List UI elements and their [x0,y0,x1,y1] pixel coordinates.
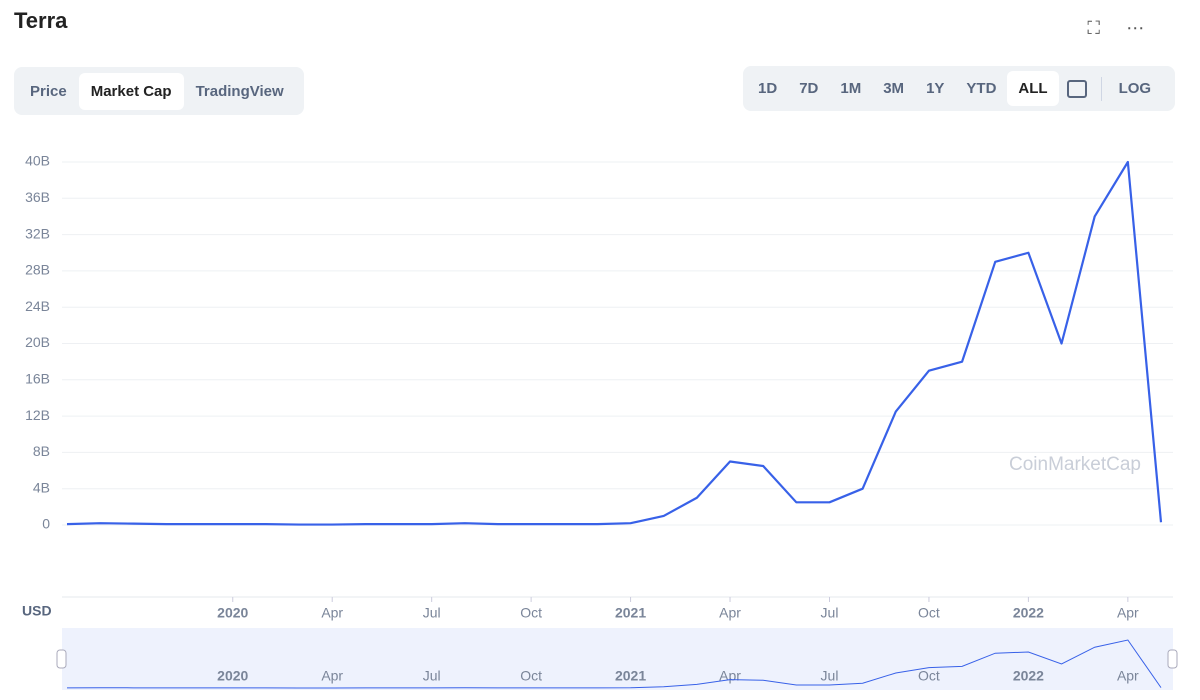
y-tick-label: 16B [25,371,50,387]
tab[interactable]: TradingView [195,82,284,100]
x-tick-label: Apr [719,605,741,621]
coin-title: Terra [14,8,68,33]
navigator-handle[interactable] [56,649,67,669]
y-tick-label: 28B [25,262,50,278]
x-tick-label: Oct [918,605,940,621]
x-tick-label: Jul [423,605,441,621]
navigator-tick-label: Apr [719,668,741,684]
y-tick-label: 4B [33,479,50,495]
y-tick-label: 0 [42,516,50,532]
x-tick-label: 2021 [615,605,646,621]
navigator-handle[interactable] [1167,649,1178,669]
range-button[interactable]: 1Y [926,80,945,97]
range-button[interactable]: YTD [966,80,997,97]
market-cap-line [66,160,1163,526]
x-tick-label: Apr [1117,605,1139,621]
x-tick-label: Oct [520,605,542,621]
separator [1100,76,1102,101]
tab[interactable]: Market Cap [78,72,184,110]
view-tabs: Price Market Cap TradingView [14,67,304,115]
navigator-tick-label: Apr [321,668,343,684]
range-bar: 1D 7D 1M 3M 1Y YTD ALL LOG [743,66,1175,111]
x-tick-label: 2020 [217,605,248,621]
navigator-tick-label: 2022 [1013,668,1044,684]
x-tick-label: Jul [821,605,839,621]
navigator-line [66,639,1162,689]
range-button[interactable]: 1D [758,80,778,97]
range-button[interactable]: 7D [799,80,819,97]
x-tick-label: 2022 [1013,605,1044,621]
y-tick-label: 8B [33,443,50,459]
calendar-button[interactable] [1066,79,1087,98]
x-tick-label: Apr [321,605,343,621]
navigator-tick-label: Apr [1117,668,1139,684]
range-button[interactable]: 3M [883,80,905,97]
navigator-tick-label: Oct [520,668,542,684]
navigator-tick-label: 2020 [217,668,248,684]
navigator-tick-label: Jul [423,668,441,684]
navigator-tick-label: Oct [918,668,940,684]
log-button[interactable]: LOG [1118,80,1152,97]
y-tick-label: 20B [25,334,50,350]
navigator-tick-label: Jul [821,668,839,684]
range-button[interactable]: ALL [1007,71,1059,106]
y-tick-label: 12B [25,407,50,423]
navigator-tick-label: 2021 [615,668,646,684]
tab[interactable]: Price [30,82,67,100]
currency-label: USD [22,603,52,619]
y-tick-label: 24B [25,298,50,314]
y-tick-label: 40B [25,153,50,169]
y-tick-label: 36B [25,189,50,205]
range-button[interactable]: 1M [840,80,862,97]
navigator-bg [62,628,1173,690]
toolbar-icons[interactable]: ⛶⋯ [1087,18,1170,38]
y-tick-label: 32B [25,225,50,241]
watermark: CoinMarketCap [1009,454,1141,475]
